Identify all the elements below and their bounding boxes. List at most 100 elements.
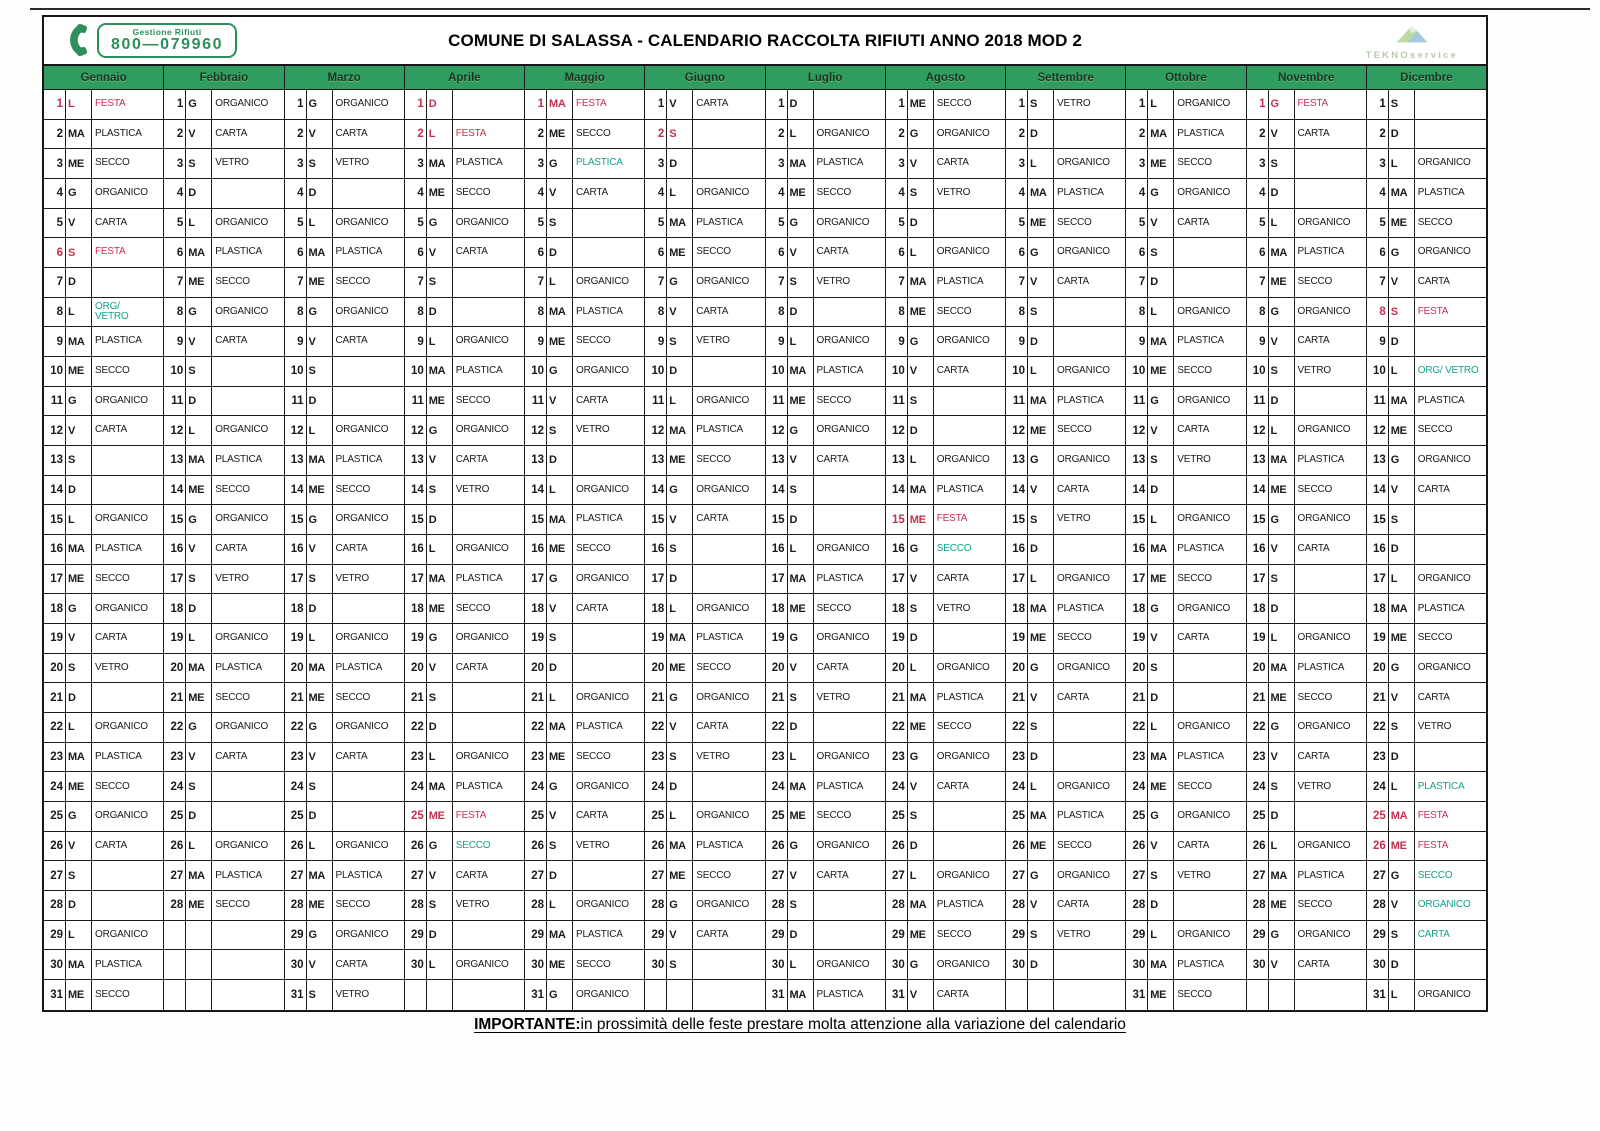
phone-number: 800—079960: [111, 35, 224, 53]
day-number-cell: 1: [1006, 90, 1028, 120]
day-letter-cell: G: [426, 208, 453, 239]
waste-type-cell: PLASTICA: [1414, 772, 1486, 803]
day-row: 13 S VETRO: [1126, 446, 1246, 476]
waste-type-cell: SECCO: [212, 268, 284, 298]
day-number-cell: 20: [765, 653, 788, 684]
day-letter-cell: MA: [1148, 119, 1175, 150]
day-number-cell: 14: [765, 475, 788, 506]
day-row: 24 V CARTA: [885, 772, 1005, 803]
day-letter-cell: ME: [547, 950, 573, 981]
day-letter-cell: ME: [667, 861, 694, 892]
day-number-cell: 27: [765, 861, 788, 892]
waste-type-cell: VETRO: [452, 891, 524, 921]
waste-type-cell: SECCO: [813, 386, 885, 417]
day-letter-cell: V: [907, 357, 934, 387]
waste-type-cell: CARTA: [1294, 327, 1366, 358]
day-number-cell: 28: [44, 891, 66, 921]
day-letter-cell: L: [547, 683, 573, 714]
day-letter-cell: V: [787, 446, 814, 476]
day-row: 11 MA PLASTICA: [1006, 386, 1126, 417]
day-row: 30 D: [1366, 950, 1486, 981]
day-row: 28 V CARTA: [1006, 891, 1126, 921]
day-number-cell: 28: [645, 891, 668, 921]
day-number-cell: 7: [44, 268, 66, 298]
day-letter-cell: V: [1388, 891, 1415, 921]
day-row: 3 G PLASTICA: [525, 149, 645, 180]
day-row: 4 L ORGANICO: [645, 179, 765, 209]
day-number-cell: 24: [1006, 772, 1028, 803]
waste-type-cell: CARTA: [92, 208, 164, 239]
day-number-cell: 8: [885, 297, 908, 328]
waste-type-cell: SECCO: [452, 386, 524, 417]
month-column: Giugno 1 V CARTA 2 S 3 D 4 L ORGANICO 5 MA PLASTICA 6 M…: [645, 66, 766, 1010]
day-number-cell: 30: [765, 950, 788, 981]
waste-type-cell: [1054, 535, 1126, 565]
waste-type-cell: SECCO: [1414, 208, 1486, 239]
day-number-cell: 13: [44, 446, 66, 476]
day-row: 3 S VETRO: [164, 149, 284, 180]
day-number-cell: 18: [1246, 594, 1269, 625]
day-row: 16 V CARTA: [1246, 535, 1366, 565]
day-row: 14 ME SECCO: [164, 475, 284, 506]
day-number-cell: 15: [1126, 505, 1149, 536]
day-row: 18 ME SECCO: [404, 594, 524, 625]
waste-type-cell: SECCO: [452, 594, 524, 625]
waste-type-cell: [212, 920, 284, 951]
day-letter-cell: D: [1028, 119, 1054, 150]
day-row: 11 D: [164, 386, 284, 417]
day-row: 7 L ORGANICO: [525, 268, 645, 298]
day-row: 14 L ORGANICO: [525, 475, 645, 506]
waste-type-cell: ORGANICO: [1414, 238, 1486, 269]
waste-type-cell: ORGANICO: [573, 564, 645, 595]
day-number-cell: 25: [525, 802, 547, 832]
day-row: 13 ME SECCO: [645, 446, 765, 476]
day-letter-cell: G: [186, 297, 213, 328]
day-number-cell: 30: [1126, 950, 1149, 981]
waste-type-cell: ORGANICO: [92, 920, 164, 951]
waste-type-cell: [1174, 683, 1246, 714]
day-row: 5 G ORGANICO: [765, 208, 885, 239]
day-letter-cell: G: [667, 268, 694, 298]
waste-type-cell: CARTA: [452, 861, 524, 892]
day-letter-cell: V: [426, 653, 453, 684]
day-row: 27 V CARTA: [404, 861, 524, 892]
waste-type-cell: FESTA: [1414, 831, 1486, 862]
day-row: 10 V CARTA: [885, 357, 1005, 387]
day-letter-cell: G: [1148, 179, 1175, 209]
day-row: 7 ME SECCO: [284, 268, 404, 298]
day-number-cell: 5: [44, 208, 66, 239]
day-letter-cell: MA: [787, 772, 814, 803]
day-row: 3 MA PLASTICA: [765, 149, 885, 180]
waste-type-cell: SECCO: [452, 179, 524, 209]
day-letter-cell: ME: [547, 119, 573, 150]
waste-type-cell: SECCO: [212, 683, 284, 714]
day-number-cell: 7: [1006, 268, 1028, 298]
day-letter-cell: D: [66, 891, 92, 921]
day-letter-cell: L: [306, 416, 333, 447]
day-number-cell: 25: [885, 802, 908, 832]
day-number-cell: 17: [44, 564, 66, 595]
waste-type-cell: [813, 713, 885, 743]
waste-type-cell: [332, 594, 404, 625]
day-row: 12 L ORGANICO: [284, 416, 404, 447]
day-row: 26 MA PLASTICA: [645, 831, 765, 862]
day-letter-cell: L: [1148, 505, 1175, 536]
waste-type-cell: SECCO: [1414, 624, 1486, 654]
day-letter-cell: MA: [787, 357, 814, 387]
day-row: 28 D: [1126, 891, 1246, 921]
day-number-cell: 3: [404, 149, 427, 180]
day-letter-cell: MA: [1388, 179, 1415, 209]
day-letter-cell: S: [667, 535, 694, 565]
day-letter-cell: S: [306, 357, 333, 387]
day-letter-cell: ME: [1028, 831, 1054, 862]
day-letter-cell: S: [66, 653, 92, 684]
day-number-cell: 16: [885, 535, 908, 565]
day-letter-cell: D: [1268, 802, 1295, 832]
day-row: 19 MA PLASTICA: [645, 624, 765, 654]
day-number-cell: 9: [1246, 327, 1269, 358]
day-number-cell: 7: [645, 268, 668, 298]
day-row: 31 ME SECCO: [1126, 980, 1246, 1010]
